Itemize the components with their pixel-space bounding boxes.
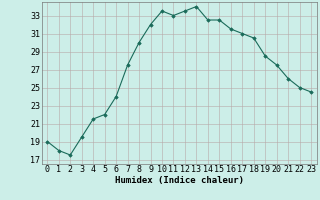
X-axis label: Humidex (Indice chaleur): Humidex (Indice chaleur): [115, 176, 244, 185]
